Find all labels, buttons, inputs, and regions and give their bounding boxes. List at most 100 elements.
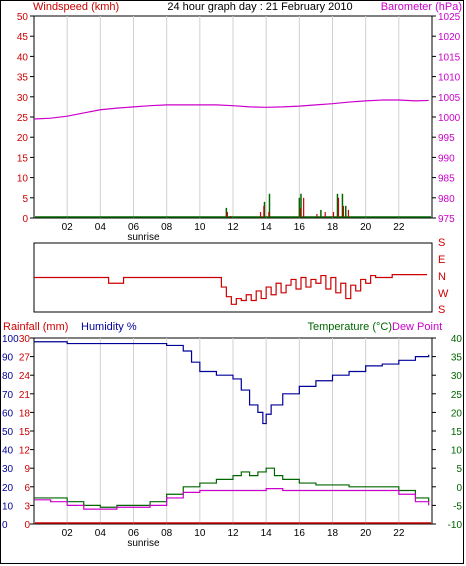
- temperature-tick-label: 20: [451, 408, 463, 419]
- temperature-tick-label: 15: [451, 427, 463, 438]
- wind-direction-series: [34, 274, 428, 305]
- x-tick-label: 02: [62, 528, 74, 539]
- humidity-tick-label: 30: [2, 464, 14, 475]
- rain-tick-label: 0: [24, 520, 30, 531]
- compass-label: N: [438, 271, 446, 283]
- right-tick-label: 990: [438, 153, 455, 164]
- temperature-tick-label: 25: [451, 390, 463, 401]
- left-tick-label: 5: [22, 194, 28, 205]
- right-tick-label: 1025: [438, 12, 461, 23]
- humidity-tick-label: 80: [2, 371, 14, 382]
- temperature-tick-label: 10: [451, 446, 463, 457]
- temperature-tick-label: 0: [456, 483, 462, 494]
- x-tick-label: 06: [128, 222, 140, 233]
- x-tick-label: 12: [227, 222, 239, 233]
- wind-barometer-panel: 0510152025303540455097598098599099510001…: [17, 12, 461, 243]
- x-tick-label: 12: [227, 528, 239, 539]
- temperature-axis-label: Temperature (°C): [308, 321, 392, 333]
- left-tick-label: 25: [17, 113, 29, 124]
- rain-tick-label: 9: [24, 464, 30, 475]
- dew-point-axis-label: Dew Point: [392, 321, 442, 333]
- rain-tick-label: 15: [19, 427, 31, 438]
- rainfall-axis-label: Rainfall (mm): [3, 321, 68, 333]
- left-tick-label: 35: [17, 73, 29, 84]
- humidity-tick-label: 10: [2, 501, 14, 512]
- temperature-tick-label: 30: [451, 371, 463, 382]
- x-tick-label: 04: [95, 528, 107, 539]
- left-tick-label: 45: [17, 32, 29, 43]
- rain-tick-label: 24: [19, 371, 31, 382]
- rain-tick-label: 30: [19, 334, 31, 345]
- humidity-axis-label: Humidity %: [81, 321, 137, 333]
- humidity-tick-label: 40: [2, 446, 14, 457]
- humidity-tick-label: 60: [2, 408, 14, 419]
- left-tick-label: 40: [17, 52, 29, 63]
- left-tick-label: 50: [17, 12, 29, 23]
- x-tick-label: 20: [360, 528, 372, 539]
- temperature-tick-label: -10: [448, 520, 463, 531]
- dew-point-series: [34, 488, 430, 510]
- x-tick-label: 16: [294, 528, 306, 539]
- x-tick-label: 10: [194, 222, 206, 233]
- right-tick-label: 1015: [438, 52, 461, 63]
- left-tick-label: 15: [17, 153, 29, 164]
- sunrise-label: sunrise: [127, 232, 160, 243]
- right-tick-label: 1000: [438, 113, 461, 124]
- x-tick-label: 16: [294, 222, 306, 233]
- x-tick-label: 06: [128, 528, 140, 539]
- humidity-tick-label: 0: [2, 520, 8, 531]
- rain-tick-label: 6: [24, 483, 30, 494]
- x-tick-label: 14: [261, 528, 273, 539]
- x-tick-label: 18: [327, 528, 339, 539]
- barometer-series: [33, 99, 429, 120]
- left-tick-label: 20: [17, 133, 29, 144]
- rain-tick-label: 21: [19, 390, 31, 401]
- left-tick-label: 10: [17, 174, 29, 185]
- chart-title: 24 hour graph day : 21 February 2010: [167, 1, 352, 13]
- x-tick-label: 10: [194, 528, 206, 539]
- humidity-tick-label: 100: [2, 334, 19, 345]
- right-tick-label: 980: [438, 194, 455, 205]
- right-tick-label: 985: [438, 174, 455, 185]
- barometer-axis-label: Barometer (hPa): [381, 1, 462, 13]
- humidity-tick-label: 90: [2, 353, 14, 364]
- x-tick-label: 22: [393, 222, 405, 233]
- rain-tick-label: 27: [19, 353, 31, 364]
- x-tick-label: 02: [62, 222, 74, 233]
- humidity-tick-label: 20: [2, 483, 14, 494]
- sunrise-label: sunrise: [127, 538, 160, 549]
- x-tick-label: 08: [161, 222, 173, 233]
- humidity-series: [34, 341, 430, 425]
- compass-label: S: [438, 237, 445, 249]
- right-tick-label: 1010: [438, 73, 461, 84]
- compass-label: E: [438, 254, 445, 266]
- temperature-tick-label: 35: [451, 353, 463, 364]
- x-tick-label: 14: [261, 222, 273, 233]
- windspeed-axis-label: Windspeed (kmh): [33, 1, 119, 13]
- rain-tick-label: 3: [24, 501, 30, 512]
- temperature-tick-label: 5: [456, 464, 462, 475]
- left-tick-label: 0: [22, 214, 28, 225]
- x-tick-label: 20: [360, 222, 372, 233]
- humidity-tick-label: 50: [2, 427, 14, 438]
- x-tick-label: 08: [161, 528, 173, 539]
- left-tick-label: 30: [17, 93, 29, 104]
- rain-tick-label: 18: [19, 408, 31, 419]
- x-tick-label: 04: [95, 222, 107, 233]
- right-tick-label: 975: [438, 214, 455, 225]
- humidity-tick-label: 70: [2, 390, 14, 401]
- right-tick-label: 1020: [438, 32, 461, 43]
- temperature-tick-label: -5: [453, 501, 462, 512]
- temperature-tick-label: 40: [451, 334, 463, 345]
- right-tick-label: 995: [438, 133, 455, 144]
- x-tick-label: 18: [327, 222, 339, 233]
- rain-tick-label: 12: [19, 446, 31, 457]
- right-tick-label: 1005: [438, 93, 461, 104]
- x-tick-label: 22: [393, 528, 405, 539]
- compass-label: S: [438, 304, 445, 316]
- compass-label: W: [438, 288, 449, 300]
